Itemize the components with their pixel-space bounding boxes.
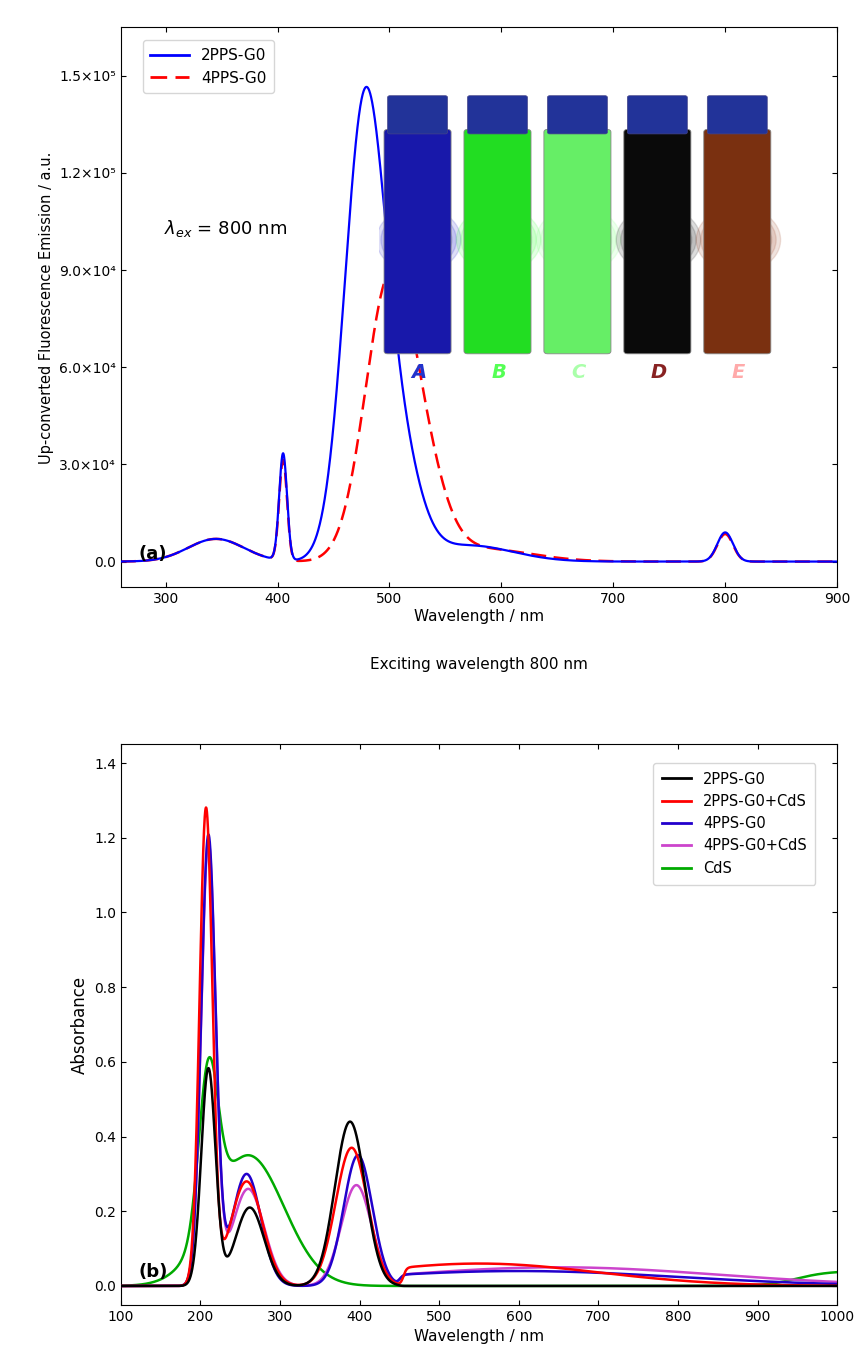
Legend: 2PPS-G0, 2PPS-G0+CdS, 4PPS-G0, 4PPS-G0+CdS, CdS: 2PPS-G0, 2PPS-G0+CdS, 4PPS-G0, 4PPS-G0+C… xyxy=(653,762,816,885)
X-axis label: Wavelength / nm: Wavelength / nm xyxy=(414,1329,544,1344)
X-axis label: Wavelength / nm: Wavelength / nm xyxy=(414,609,544,624)
Text: (a): (a) xyxy=(139,545,167,564)
Y-axis label: Up-converted Fluorescence Emission / a.u.: Up-converted Fluorescence Emission / a.u… xyxy=(39,151,54,463)
Text: Exciting wavelength 800 nm: Exciting wavelength 800 nm xyxy=(370,656,588,671)
Text: $\lambda_{ex}$ = 800 nm: $\lambda_{ex}$ = 800 nm xyxy=(164,219,287,239)
Y-axis label: Absorbance: Absorbance xyxy=(71,976,88,1074)
Text: (b): (b) xyxy=(139,1263,168,1280)
Legend: 2PPS-G0, 4PPS-G0: 2PPS-G0, 4PPS-G0 xyxy=(142,41,274,94)
